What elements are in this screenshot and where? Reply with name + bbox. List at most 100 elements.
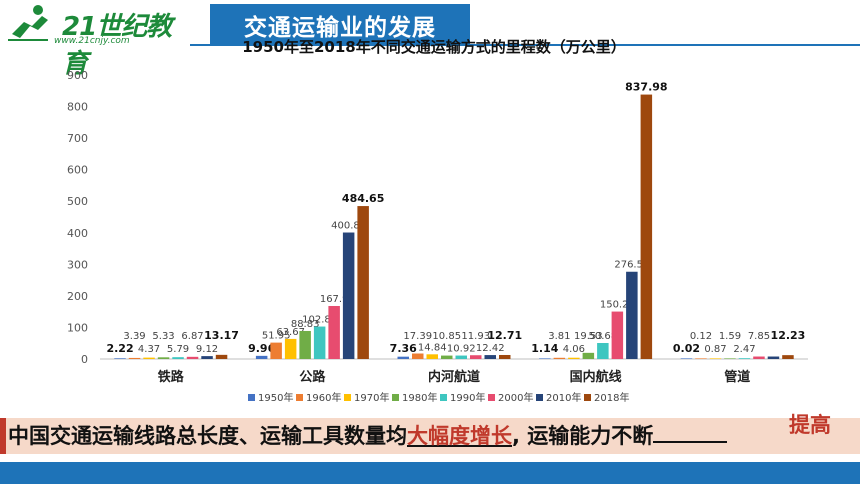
bar <box>680 358 693 359</box>
y-tick-label: 300 <box>67 258 88 271</box>
y-tick-label: 700 <box>67 132 88 145</box>
data-label: 9.12 <box>196 344 218 355</box>
bar <box>186 356 199 359</box>
bottom-bar <box>0 462 860 484</box>
y-tick-label: 900 <box>67 69 88 82</box>
bar <box>695 358 707 359</box>
data-label: 12.42 <box>476 343 505 354</box>
bar <box>738 358 751 359</box>
y-tick-label: 600 <box>67 164 88 177</box>
legend-swatch <box>344 394 351 401</box>
data-label: 13.17 <box>204 329 239 342</box>
data-label: 9.96 <box>248 342 275 355</box>
legend-label: 2018年 <box>594 391 629 404</box>
chart-title: 1950年至2018年不同交通运输方式的里程数（万公里） <box>242 38 626 56</box>
data-label: 4.37 <box>138 344 160 355</box>
data-label: 7.36 <box>390 342 417 355</box>
y-tick-label: 800 <box>67 101 88 114</box>
bar <box>172 357 184 359</box>
bar <box>299 330 311 359</box>
bar <box>499 354 511 359</box>
data-label: 484.65 <box>342 192 384 205</box>
legend-swatch <box>392 394 399 401</box>
data-label: 400.82 <box>331 221 366 232</box>
bar <box>626 271 638 359</box>
bar <box>767 356 780 359</box>
data-label: 276.51 <box>614 260 649 271</box>
data-label: 7.85 <box>748 331 770 342</box>
legend-label: 1980年 <box>402 391 437 404</box>
data-label: 63.67 <box>276 327 305 338</box>
caption-bar <box>0 418 860 454</box>
bar <box>114 358 126 359</box>
data-label: 102.83 <box>302 315 337 326</box>
bar <box>357 206 369 359</box>
legend-label: 1950年 <box>258 391 293 404</box>
y-tick-label: 200 <box>67 290 88 303</box>
bar <box>313 326 326 359</box>
logo-url: www.21cnjy.com <box>54 36 130 46</box>
bar <box>426 354 438 359</box>
bar <box>201 356 213 359</box>
data-label: 5.79 <box>167 344 189 355</box>
bar <box>597 343 609 359</box>
bar <box>284 338 297 359</box>
x-tick-label: 内河航道 <box>428 369 480 385</box>
x-tick-label: 管道 <box>724 369 750 385</box>
data-label: 12.23 <box>771 329 806 342</box>
bar <box>128 357 141 359</box>
data-label: 5.33 <box>152 331 174 342</box>
legend-swatch <box>248 394 255 401</box>
y-tick-label: 400 <box>67 227 88 240</box>
data-label: 10.85 <box>432 331 461 342</box>
legend-label: 2010年 <box>546 391 581 404</box>
data-label: 6.87 <box>181 331 203 342</box>
page-title: 交通运输业的发展 <box>210 4 470 46</box>
legend-label: 1970年 <box>354 391 389 404</box>
caption-part1: 中国交通运输线路总长度、运输工具数量均 <box>8 424 407 448</box>
bar <box>582 352 595 359</box>
data-label: 3.39 <box>123 331 145 342</box>
legend-label: 2000年 <box>498 391 533 404</box>
data-label: 0.87 <box>704 344 726 355</box>
bar <box>455 355 467 359</box>
caption-part2: , 运输能力不断 <box>512 424 654 448</box>
answer-blank <box>653 423 728 443</box>
bar <box>782 355 794 359</box>
bar <box>484 355 496 359</box>
x-tick-label: 国内航线 <box>570 369 622 385</box>
caption-text: 中国交通运输线路总长度、运输工具数量均大幅度增长, 运输能力不断 <box>8 419 728 453</box>
data-label: 837.98 <box>625 81 667 94</box>
bar <box>470 355 482 359</box>
bar <box>157 357 170 359</box>
data-label: 150.29 <box>600 300 635 311</box>
caption-highlight: 大幅度增长 <box>407 424 512 448</box>
answer-text: 提高 <box>789 413 831 437</box>
bar <box>539 358 551 359</box>
legend-swatch <box>296 394 303 401</box>
data-label: 1.59 <box>719 331 741 342</box>
bar <box>640 94 653 360</box>
data-label: 2.22 <box>106 342 133 355</box>
brand-logo: 21世纪教育 www.21cnjy.com <box>8 4 183 79</box>
header-divider <box>190 44 860 46</box>
data-label: 167.9 <box>320 294 349 305</box>
y-tick-label: 100 <box>67 321 88 334</box>
legend-swatch <box>536 394 543 401</box>
data-label: 19.53 <box>574 331 603 342</box>
logo-text: 21世纪教育 <box>62 12 172 79</box>
data-label: 1.14 <box>531 342 558 355</box>
legend-label: 1960年 <box>306 391 341 404</box>
y-tick-label: 0 <box>81 353 88 366</box>
data-label: 4.06 <box>563 344 585 355</box>
bar <box>753 356 765 359</box>
data-label: 17.39 <box>403 331 432 342</box>
data-label: 12.71 <box>487 329 522 342</box>
data-label: 11.93 <box>461 331 490 342</box>
bar <box>342 232 355 359</box>
data-label: 51.95 <box>262 331 291 342</box>
legend-swatch <box>488 394 495 401</box>
bar <box>397 356 409 359</box>
legend-swatch <box>440 394 447 401</box>
data-label: 0.02 <box>673 342 700 355</box>
